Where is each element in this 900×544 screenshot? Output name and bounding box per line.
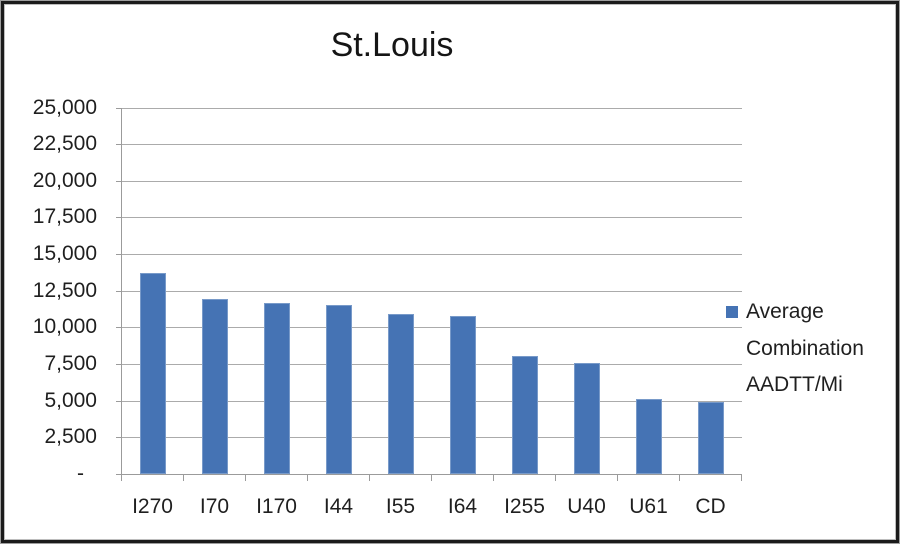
gridline [121,327,742,329]
chart-title: St.Louis [330,26,454,64]
y-axis-tick-label: 2,500 [44,425,97,449]
y-axis-tick-label: 10,000 [32,315,97,339]
bar-I55 [387,314,414,474]
x-axis-label-I44: I44 [323,495,354,518]
legend: Average Combination AADTT/Mi [724,294,892,404]
y-axis-tick [115,474,122,475]
y-axis-tick-label: 17,500 [32,205,97,229]
y-axis-tick [115,254,122,256]
x-axis-tick [679,474,680,481]
y-axis-tick-label: 25,000 [32,95,97,119]
bar-I170 [263,303,290,474]
x-axis-label-CD: CD [695,495,726,518]
y-axis-line [120,107,122,481]
x-axis-tick [245,474,246,481]
y-axis-tick-label: - [77,462,84,485]
gridline [121,144,742,146]
y-axis-labels: 25,000 22,500 20,000 17,500 15,000 12,500 10,0… [0,96,97,488]
gridline [121,217,742,219]
gridline [121,400,742,402]
bar-CD [697,402,724,474]
x-axis-tick [183,474,184,481]
bar-I64 [449,315,476,474]
x-axis-tick [555,474,556,481]
x-axis-tick [121,474,122,481]
x-axis-label-I55: I55 [385,495,416,518]
y-axis-tick [115,107,122,109]
y-axis-tick [115,327,122,329]
gridline [121,437,742,439]
x-axis-tick [369,474,370,481]
y-axis-tick-label: 20,000 [32,168,97,192]
x-axis-label-I270: I270 [132,495,173,518]
x-axis-tick [741,474,742,481]
y-axis-tick [115,217,122,219]
plot-area [115,107,742,481]
gridline [121,254,742,256]
y-axis-tick-label: 5,000 [44,388,97,412]
x-axis-label-U40: U40 [567,495,606,518]
x-axis-tick [307,474,308,481]
y-axis-tick [115,364,122,366]
bar-I270 [139,273,166,474]
x-axis-line [115,474,742,475]
x-axis-label-I255: I255 [504,495,545,518]
bar-U40 [573,362,600,474]
y-axis-tick-label: 22,500 [32,132,97,156]
gridline [121,290,742,292]
x-axis-label-I70: I70 [199,495,230,518]
gridline [121,107,742,109]
x-axis-tick [493,474,494,481]
x-axis-labels: I270 I70 I170 I44 I55 I64 I255 U40 U61 CD [122,494,742,524]
y-axis-tick-label: 7,500 [44,352,97,376]
y-axis-tick-label: 12,500 [32,278,97,302]
y-axis-tick-label: 15,000 [32,242,97,266]
y-axis-tick [115,144,122,146]
x-axis-tick [431,474,432,481]
legend-series-label: Average Combination AADTT/Mi [746,300,864,396]
gridline [121,180,742,182]
bar-I255 [511,356,538,474]
x-axis-label-I170: I170 [256,495,297,518]
x-axis-tick [617,474,618,481]
bar-I70 [201,298,228,474]
legend-series-marker-icon [726,306,738,318]
y-axis-tick [115,437,122,439]
y-axis-tick [115,400,122,402]
y-axis-tick [115,290,122,292]
y-axis-tick [115,180,122,182]
bar-U61 [635,398,662,474]
x-axis-label-U61: U61 [629,495,668,518]
x-axis-label-I64: I64 [447,495,478,518]
gridline [121,364,742,366]
bar-I44 [325,304,352,474]
